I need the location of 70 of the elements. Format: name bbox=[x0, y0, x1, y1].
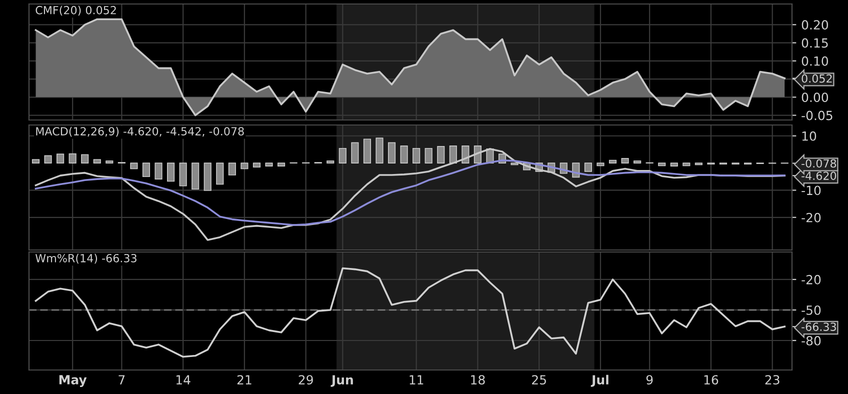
bar bbox=[179, 162, 187, 186]
x-tick-label: May bbox=[59, 375, 87, 387]
x-tick-label: Jul bbox=[590, 374, 608, 387]
bar bbox=[106, 160, 114, 164]
bar bbox=[56, 154, 64, 164]
bar bbox=[363, 138, 372, 164]
x-tick-label: 29 bbox=[298, 375, 313, 385]
x-tick-label: 23 bbox=[765, 375, 780, 385]
bar bbox=[351, 142, 359, 164]
bar bbox=[608, 160, 617, 164]
bar bbox=[142, 162, 150, 178]
bar bbox=[596, 162, 604, 166]
bar bbox=[424, 148, 432, 164]
bar bbox=[167, 162, 175, 182]
y-tick-label: -0.078 bbox=[802, 159, 836, 168]
chart-title: Wm%R(14) -66.33 bbox=[35, 254, 136, 264]
bar bbox=[277, 162, 286, 166]
x-tick-label: 18 bbox=[471, 375, 485, 385]
bar bbox=[338, 148, 346, 164]
y-tick-label: -10 bbox=[802, 186, 821, 196]
x-tick-label: 7 bbox=[118, 375, 125, 384]
bar bbox=[400, 146, 408, 164]
bar bbox=[154, 162, 162, 180]
bar bbox=[670, 162, 678, 166]
bar bbox=[252, 162, 261, 168]
chart-title: CMF(20) 0.052 bbox=[36, 6, 116, 16]
x-tick-label: 14 bbox=[176, 375, 190, 384]
x-tick-label: 11 bbox=[410, 375, 424, 384]
line-series bbox=[34, 267, 786, 358]
bar bbox=[240, 162, 248, 170]
bar bbox=[621, 158, 629, 164]
x-tick-label: Jun bbox=[330, 375, 353, 387]
bar bbox=[228, 162, 236, 176]
bar bbox=[388, 142, 396, 164]
bar bbox=[68, 153, 76, 164]
y-tick-label: -66.33 bbox=[802, 322, 836, 331]
bar bbox=[584, 162, 592, 172]
y-tick-label: -0.05 bbox=[802, 110, 832, 120]
bar bbox=[412, 148, 420, 164]
y-tick-label: 0.20 bbox=[802, 20, 828, 30]
x-tick-label: 21 bbox=[237, 375, 252, 384]
bar bbox=[265, 162, 273, 166]
y-tick-label: -80 bbox=[802, 336, 821, 346]
bar bbox=[634, 160, 642, 164]
bar bbox=[204, 162, 212, 191]
y-tick-label: -50 bbox=[802, 305, 821, 315]
bar bbox=[93, 159, 101, 164]
y-tick-label: 10 bbox=[802, 131, 816, 141]
x-tick-label: 25 bbox=[532, 375, 546, 385]
y-tick-label: 0.00 bbox=[802, 92, 828, 102]
y-tick-label: 0.10 bbox=[802, 56, 828, 66]
bar bbox=[32, 159, 40, 164]
line-series bbox=[34, 159, 786, 226]
x-tick-label: 9 bbox=[646, 375, 653, 385]
bar bbox=[130, 162, 138, 170]
y-tick-label: 0.15 bbox=[802, 38, 828, 48]
y-tick-label: 0.052 bbox=[802, 74, 832, 83]
bar bbox=[216, 162, 224, 185]
bar bbox=[658, 162, 666, 166]
bar bbox=[376, 138, 384, 164]
y-tick-label: -20 bbox=[802, 212, 821, 222]
bar bbox=[44, 155, 52, 164]
bar bbox=[682, 162, 690, 166]
bar bbox=[192, 162, 200, 190]
bar bbox=[81, 154, 89, 164]
y-tick-label: -4.620 bbox=[802, 172, 836, 180]
y-tick-label: -20 bbox=[802, 274, 821, 284]
chart-title: MACD(12,26,9) -4.620, -4.542, -0.078 bbox=[36, 126, 244, 137]
bar bbox=[326, 160, 334, 164]
x-tick-label: 16 bbox=[704, 375, 718, 385]
